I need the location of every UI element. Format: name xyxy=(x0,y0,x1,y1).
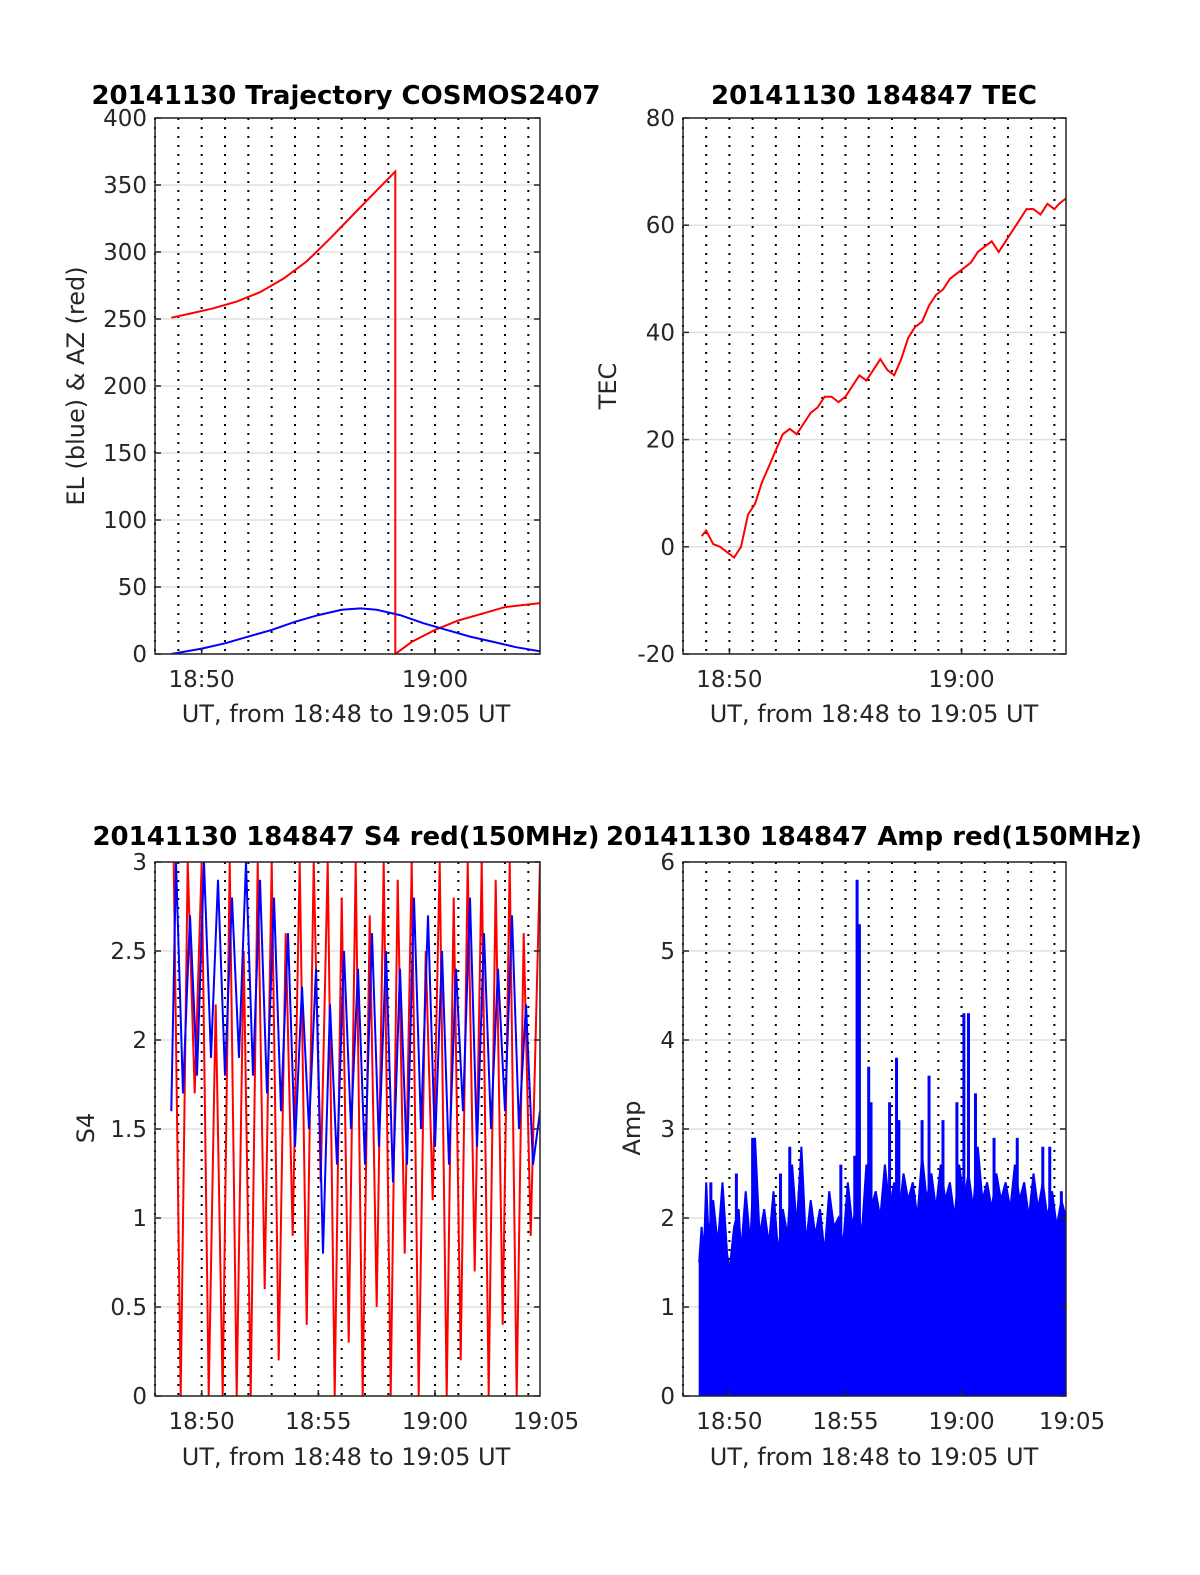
y-tick-label: 350 xyxy=(103,173,147,199)
y-tick-label: 0 xyxy=(132,1384,147,1410)
y-tick-label: 400 xyxy=(103,106,147,132)
plot-area xyxy=(700,197,1066,559)
trajectory-panel: 20141130 Trajectory COSMOS2407 UT, from … xyxy=(62,81,601,728)
chart-title: 20141130 184847 S4 red(150MHz) xyxy=(92,822,599,852)
y-tick-label: 2.5 xyxy=(110,939,147,965)
y-tick-label: 80 xyxy=(646,106,675,132)
tec-panel: 20141130 184847 TEC UT, from 18:48 to 19… xyxy=(594,81,1067,728)
y-tick-label: 50 xyxy=(118,575,147,601)
series-line xyxy=(171,169,540,654)
y-tick-label: 0 xyxy=(660,535,675,561)
plot-area xyxy=(170,862,540,1396)
x-tick-label: 19:00 xyxy=(402,667,468,693)
y-tick-label: 1.5 xyxy=(110,1117,147,1143)
y-tick-label: 60 xyxy=(646,213,675,239)
y-tick-label: 3 xyxy=(132,850,147,876)
y-axis-label: TEC xyxy=(594,363,622,411)
s4-panel: 20141130 184847 S4 red(150MHz) UT, from … xyxy=(72,822,600,1471)
y-axis-label: S4 xyxy=(72,1113,100,1144)
x-tick-label: 18:50 xyxy=(696,1409,762,1435)
y-tick-label: 1 xyxy=(132,1206,147,1232)
y-tick-label: 1 xyxy=(660,1295,675,1321)
series-line xyxy=(170,862,540,1254)
chart-title: 20141130 Trajectory COSMOS2407 xyxy=(91,81,600,111)
y-tick-label: 2 xyxy=(132,1028,147,1054)
x-tick-label: 19:05 xyxy=(1039,1409,1105,1435)
axes-box xyxy=(682,117,1067,655)
y-axis-label: Amp xyxy=(618,1100,646,1155)
x-tick-label: 18:50 xyxy=(169,667,235,693)
x-tick-label: 19:00 xyxy=(402,1409,468,1435)
y-tick-label: 3 xyxy=(660,1117,675,1143)
x-tick-label: 18:50 xyxy=(169,1409,235,1435)
x-tick-label: 18:50 xyxy=(696,667,762,693)
plot-area xyxy=(171,169,540,654)
y-tick-label: 200 xyxy=(103,374,147,400)
x-axis-label: UT, from 18:48 to 19:05 UT xyxy=(182,700,511,728)
y-tick-label: 300 xyxy=(103,240,147,266)
y-tick-label: 5 xyxy=(660,939,675,965)
x-tick-label: 18:55 xyxy=(285,1409,351,1435)
x-axis-label: UT, from 18:48 to 19:05 UT xyxy=(182,1443,511,1471)
y-tick-label: 40 xyxy=(646,320,675,346)
y-tick-label: 4 xyxy=(660,1028,675,1054)
y-tick-label: 0 xyxy=(660,1384,675,1410)
y-tick-label: 150 xyxy=(103,441,147,467)
chart-title: 20141130 184847 TEC xyxy=(711,81,1037,111)
chart-title: 20141130 184847 Amp red(150MHz) xyxy=(606,822,1142,852)
x-tick-label: 19:05 xyxy=(513,1409,579,1435)
y-tick-label: 250 xyxy=(103,307,147,333)
series-line xyxy=(698,1137,1066,1272)
y-tick-label: -20 xyxy=(637,642,675,668)
y-tick-label: 20 xyxy=(646,428,675,454)
y-tick-label: 0 xyxy=(132,642,147,668)
plot-area xyxy=(698,879,1066,1396)
y-tick-label: 2 xyxy=(660,1206,675,1232)
x-tick-label: 19:00 xyxy=(928,667,994,693)
x-tick-label: 18:55 xyxy=(812,1409,878,1435)
x-axis-label: UT, from 18:48 to 19:05 UT xyxy=(710,700,1039,728)
y-axis-label: EL (blue) & AZ (red) xyxy=(62,266,90,505)
series-line xyxy=(171,607,540,654)
x-tick-label: 19:00 xyxy=(928,1409,994,1435)
y-tick-label: 6 xyxy=(660,850,675,876)
x-axis-label: UT, from 18:48 to 19:05 UT xyxy=(710,1443,1039,1471)
series-line xyxy=(700,197,1066,559)
amp-panel: 20141130 184847 Amp red(150MHz) UT, from… xyxy=(606,822,1142,1471)
y-tick-label: 100 xyxy=(103,508,147,534)
y-tick-label: 0.5 xyxy=(110,1295,147,1321)
